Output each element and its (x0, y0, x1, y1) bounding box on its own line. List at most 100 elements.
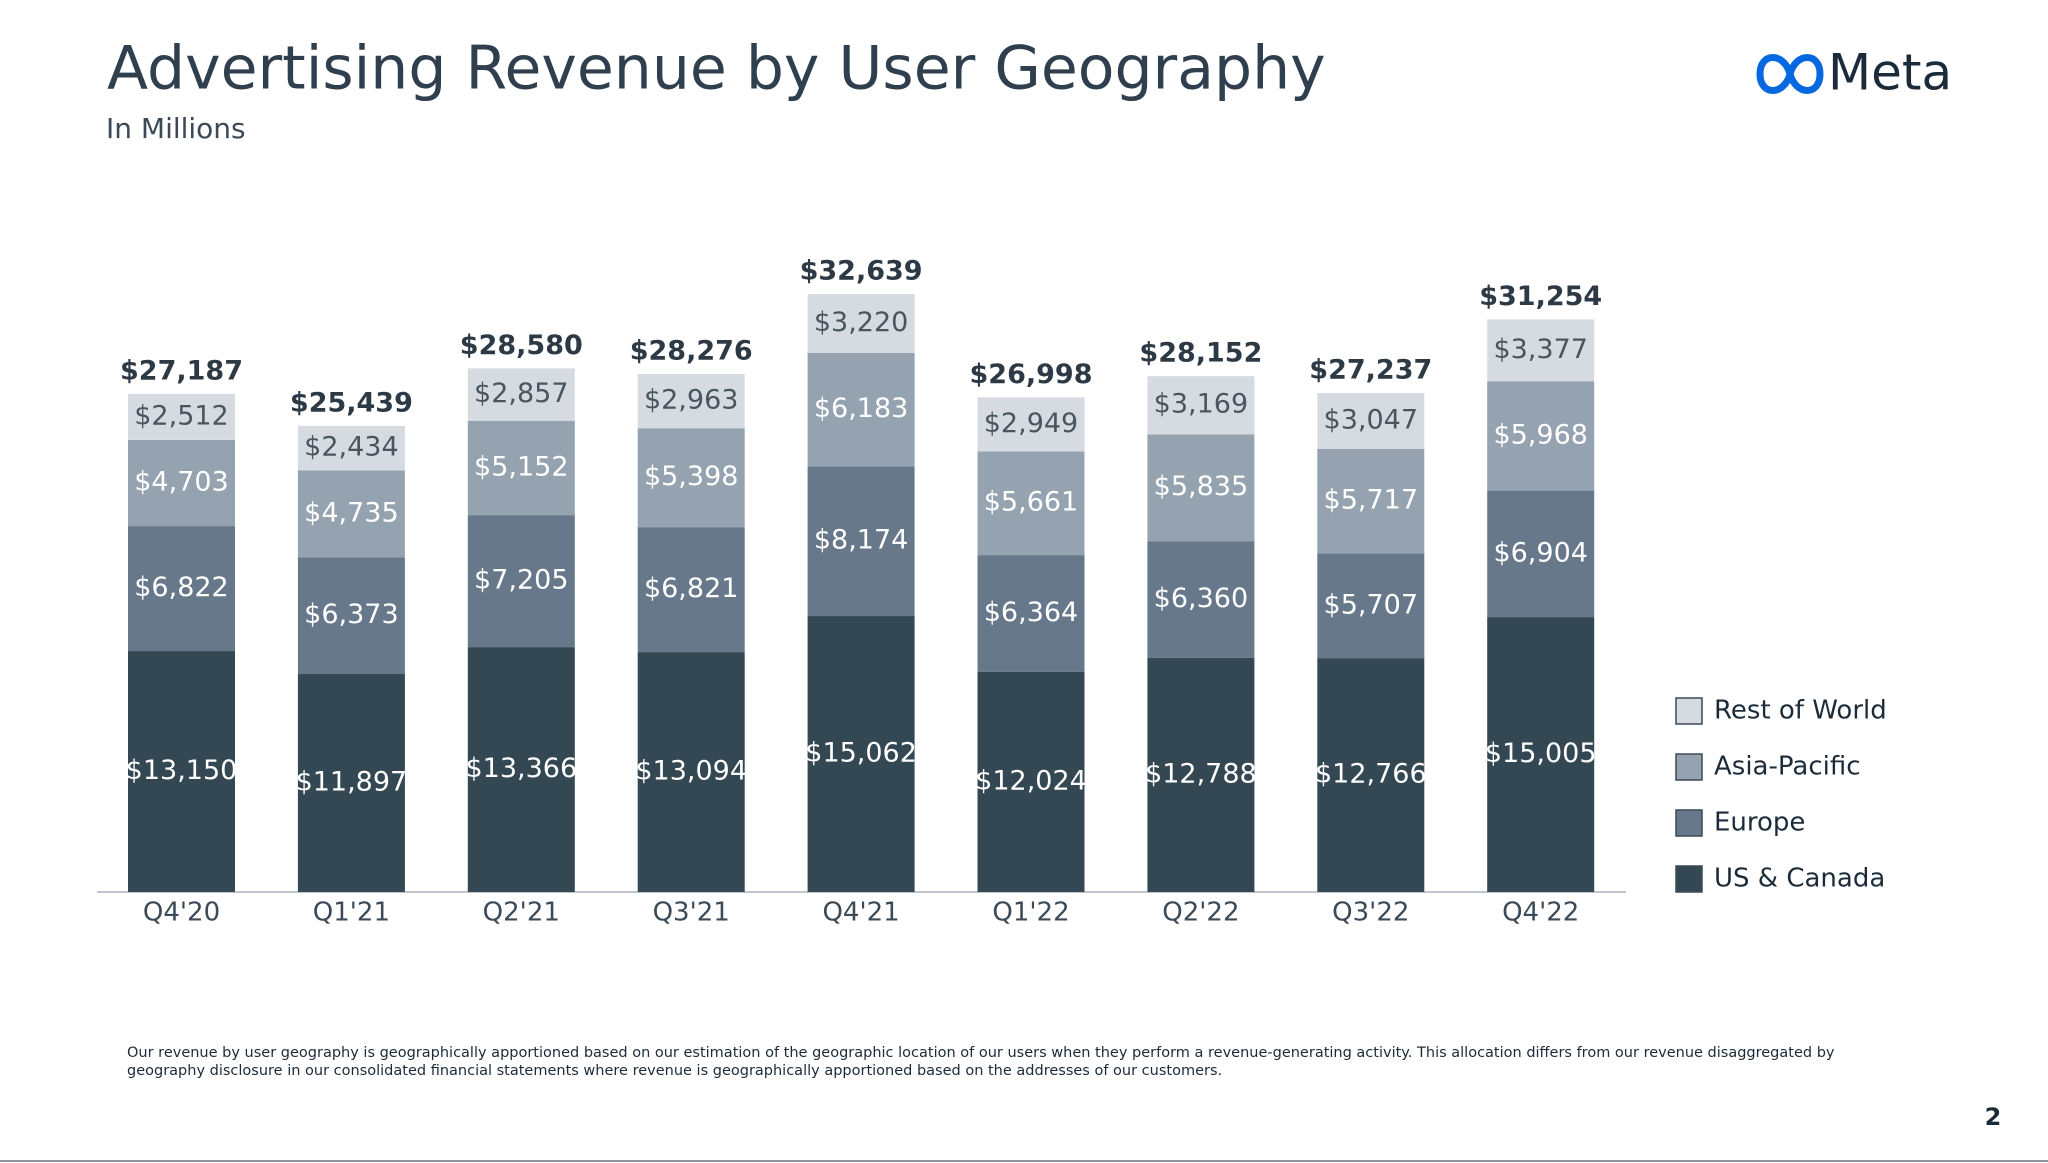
data-label: $13,094 (635, 756, 747, 787)
bar-segment (1317, 553, 1425, 659)
legend-swatch (1675, 865, 1703, 893)
data-label: $13,366 (465, 753, 577, 784)
data-label: $2,963 (644, 385, 738, 416)
data-label: $5,398 (644, 461, 738, 492)
bar-segment (1487, 381, 1595, 491)
x-tick-label: Q1'22 (992, 898, 1069, 928)
data-label: $6,822 (134, 572, 228, 603)
legend-swatch (1675, 809, 1703, 837)
bar-segment (1147, 541, 1255, 658)
data-label: $2,434 (304, 432, 398, 463)
data-label: $5,835 (1154, 471, 1248, 502)
data-label: $8,174 (814, 525, 908, 556)
bar-segment (297, 425, 405, 471)
bar-segment (1147, 376, 1255, 435)
data-label: $3,169 (1154, 389, 1248, 420)
data-label: $2,512 (134, 400, 228, 431)
bar-segment (467, 420, 575, 516)
bar-segment (807, 466, 915, 617)
total-label: $31,254 (1479, 281, 1602, 312)
total-label: $28,276 (630, 335, 753, 366)
bar-segment (297, 674, 405, 892)
bar-segment (807, 616, 915, 892)
data-label: $4,703 (134, 466, 228, 497)
title: Advertising Revenue by User Geography (107, 34, 1326, 104)
data-label: $4,735 (304, 497, 398, 528)
bar-segment (128, 393, 235, 440)
data-label: $12,788 (1145, 758, 1257, 789)
bar-segment (637, 373, 745, 429)
bar-segment (637, 652, 745, 892)
data-label: $2,949 (984, 408, 1078, 439)
legend-label: US & Canada (1714, 864, 1885, 894)
data-label: $5,717 (1324, 485, 1418, 516)
data-label: $13,150 (126, 755, 238, 786)
data-label: $5,968 (1493, 419, 1587, 450)
bar-segment (1147, 657, 1255, 892)
total-label: $28,580 (460, 330, 583, 361)
x-tick-label: Q3'21 (653, 898, 730, 928)
data-label: $11,897 (296, 767, 408, 798)
bar-segment (1487, 319, 1595, 382)
data-label: $6,183 (814, 393, 908, 424)
bar-segment (297, 470, 405, 558)
data-label: $3,220 (814, 307, 908, 338)
x-tick-label: Q4'21 (822, 898, 899, 928)
bar-segment (977, 671, 1085, 892)
x-tick-label: Q1'21 (313, 898, 390, 928)
bar-segment (128, 651, 235, 892)
bar-segment (637, 428, 745, 528)
bar-segment (977, 451, 1085, 556)
data-label: $6,364 (984, 597, 1078, 628)
bar-segment (467, 368, 575, 421)
footnote: Our revenue by user geography is geograp… (127, 1045, 1835, 1079)
legend-label: Europe (1714, 808, 1805, 838)
bar-segment (977, 555, 1085, 672)
bar-segment (467, 647, 575, 892)
logo-mark (1756, 54, 1824, 94)
x-tick-label: Q2'22 (1162, 898, 1239, 928)
bar-segment (637, 527, 745, 653)
bar-segment (977, 397, 1085, 452)
bar-segment (1487, 617, 1595, 892)
data-label: $6,821 (644, 573, 738, 604)
data-label: $12,024 (975, 765, 1087, 796)
data-label: $12,766 (1315, 759, 1427, 790)
bar-segment (1487, 490, 1595, 618)
data-label: $5,152 (474, 451, 568, 482)
bar-segment (1317, 448, 1425, 554)
data-label: $3,377 (1493, 334, 1587, 365)
bar-segment (807, 352, 915, 467)
bar-segment (467, 515, 575, 648)
legend-label: Rest of World (1714, 696, 1887, 726)
data-label: $6,904 (1493, 537, 1587, 568)
bar-segment (807, 294, 915, 353)
data-label: $2,857 (474, 378, 568, 409)
bar-segment (128, 439, 235, 527)
total-label: $26,998 (970, 359, 1093, 390)
data-label: $5,661 (984, 487, 1078, 518)
data-label: $6,360 (1154, 583, 1248, 614)
data-label: $6,373 (304, 599, 398, 630)
bar-segment (128, 526, 235, 652)
total-label: $28,152 (1139, 338, 1262, 369)
data-label: $15,005 (1485, 738, 1597, 769)
data-label: $3,047 (1324, 404, 1418, 435)
total-label: $27,237 (1309, 354, 1432, 385)
x-tick-label: Q2'21 (483, 898, 560, 928)
data-label: $7,205 (474, 565, 568, 596)
legend-swatch (1675, 753, 1703, 781)
bar-segment (297, 557, 405, 675)
data-label: $15,062 (805, 738, 917, 769)
x-tick-label: Q4'20 (143, 898, 220, 928)
bar-segment (1147, 434, 1255, 542)
subtitle: In Millions (106, 112, 246, 145)
data-label: $5,707 (1324, 589, 1418, 620)
logo-text: Meta (1828, 44, 1952, 102)
total-label: $32,639 (800, 256, 923, 287)
bar-segment (1317, 658, 1425, 892)
x-tick-label: Q3'22 (1332, 898, 1409, 928)
total-label: $27,187 (120, 355, 243, 386)
